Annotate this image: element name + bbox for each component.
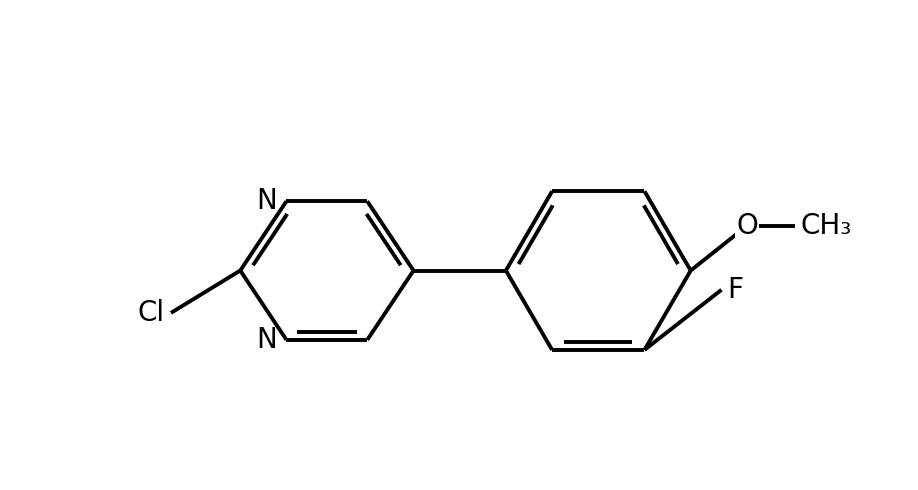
Text: O: O <box>736 212 757 240</box>
Text: F: F <box>728 276 744 304</box>
Text: Cl: Cl <box>138 299 165 327</box>
Text: CH₃: CH₃ <box>800 212 852 240</box>
Text: N: N <box>256 187 277 215</box>
Text: N: N <box>256 326 277 354</box>
